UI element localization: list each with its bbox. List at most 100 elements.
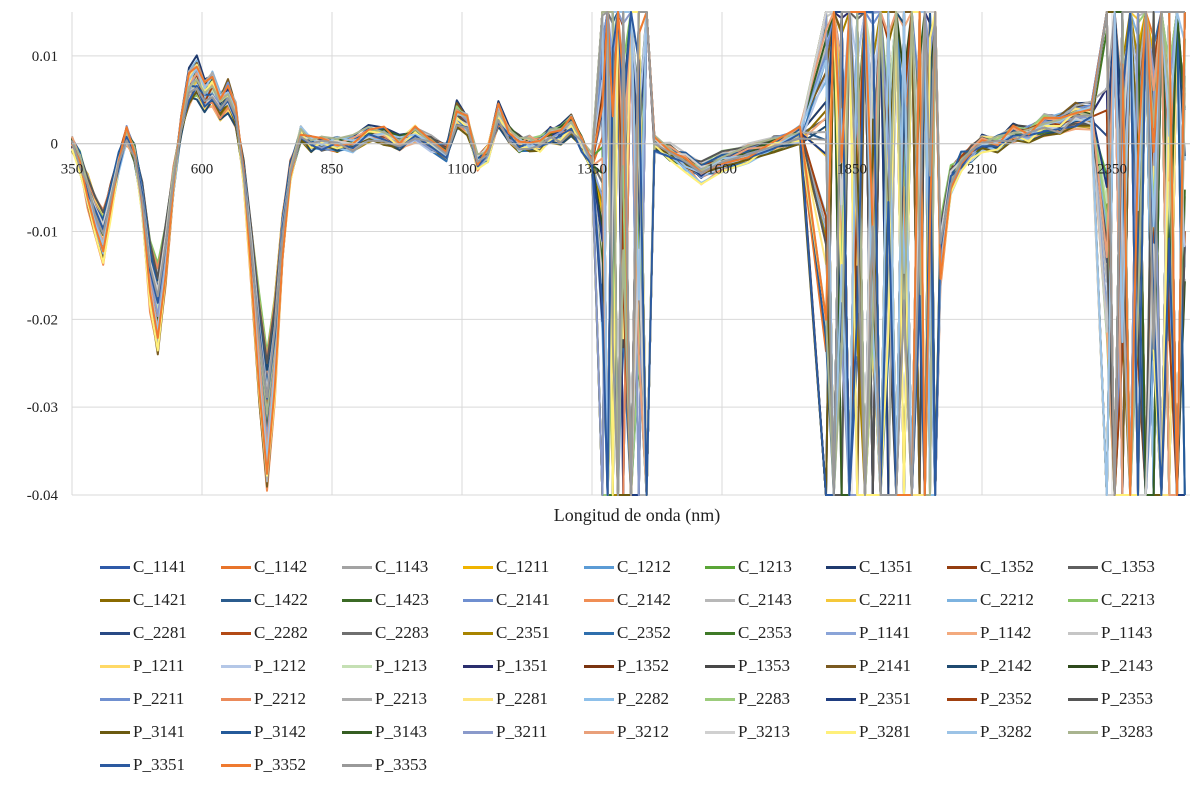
legend-label: P_2282: [617, 689, 669, 708]
x-tick-label: 850: [321, 162, 344, 178]
legend-swatch: [705, 598, 735, 602]
legend-item: P_2211: [100, 688, 184, 710]
legend-item: C_1141: [100, 556, 186, 578]
legend-item: P_3141: [100, 721, 185, 743]
series-line-P_3212: [71, 11, 1186, 496]
y-tick-label: -0.01: [27, 225, 58, 241]
legend-swatch: [947, 664, 977, 668]
legend-item: P_3353: [342, 754, 427, 776]
legend-label: C_2142: [617, 590, 671, 609]
y-tick-label: -0.03: [27, 400, 58, 416]
legend-label: C_2212: [980, 590, 1034, 609]
legend-label: P_1352: [617, 656, 669, 675]
legend-label: P_1353: [738, 656, 790, 675]
legend-item: P_1352: [584, 655, 669, 677]
legend-item: P_3282: [947, 721, 1032, 743]
legend-label: C_1142: [254, 557, 308, 576]
legend-item: P_3351: [100, 754, 185, 776]
legend-swatch: [1068, 730, 1098, 734]
legend-label: P_1351: [496, 656, 548, 675]
legend-label: P_3141: [133, 722, 185, 741]
legend-label: P_3213: [738, 722, 790, 741]
legend-swatch: [221, 664, 251, 668]
legend-label: C_1212: [617, 557, 671, 576]
legend-swatch: [826, 730, 856, 734]
legend-item: P_3142: [221, 721, 306, 743]
legend-label: C_1141: [133, 557, 187, 576]
legend-swatch: [826, 565, 856, 569]
legend-swatch: [100, 598, 130, 602]
x-tick-label: 1850: [837, 162, 867, 178]
legend-swatch: [705, 565, 735, 569]
legend-item: P_1142: [947, 622, 1031, 644]
legend-swatch: [584, 598, 614, 602]
legend-item: P_3143: [342, 721, 427, 743]
legend-swatch: [100, 565, 130, 569]
legend-swatch: [1068, 664, 1098, 668]
legend-swatch: [1068, 598, 1098, 602]
legend-swatch: [100, 697, 130, 701]
legend-swatch: [705, 631, 735, 635]
legend-swatch: [463, 598, 493, 602]
legend-label: P_3352: [254, 755, 306, 774]
legend-item: C_1142: [221, 556, 307, 578]
legend-swatch: [1068, 631, 1098, 635]
x-tick-label: 2350: [1097, 162, 1127, 178]
x-tick-label: 1600: [707, 162, 737, 178]
legend-swatch: [826, 598, 856, 602]
legend-swatch: [463, 730, 493, 734]
legend-swatch: [221, 697, 251, 701]
legend-item: C_2211: [826, 589, 912, 611]
legend-swatch: [221, 631, 251, 635]
legend-swatch: [221, 598, 251, 602]
legend-swatch: [100, 664, 130, 668]
legend-item: P_3281: [826, 721, 911, 743]
legend-swatch: [1068, 697, 1098, 701]
x-tick-label: 600: [191, 162, 214, 178]
legend-item: P_2283: [705, 688, 790, 710]
legend-swatch: [705, 730, 735, 734]
legend-label: C_1211: [496, 557, 550, 576]
legend-label: P_1143: [1101, 623, 1153, 642]
legend-item: C_2213: [1068, 589, 1155, 611]
legend-label: P_2142: [980, 656, 1032, 675]
legend-label: P_2143: [1101, 656, 1153, 675]
legend-label: P_2141: [859, 656, 911, 675]
legend-label: P_2281: [496, 689, 548, 708]
legend-label: C_2353: [738, 623, 792, 642]
legend-item: P_1141: [826, 622, 910, 644]
legend-swatch: [584, 697, 614, 701]
legend-item: P_1211: [100, 655, 184, 677]
legend-item: P_2281: [463, 688, 548, 710]
legend-item: P_1143: [1068, 622, 1152, 644]
x-tick-label: 350: [61, 162, 84, 178]
legend-item: P_3283: [1068, 721, 1153, 743]
legend-item: C_1422: [221, 589, 308, 611]
legend-label: P_2213: [375, 689, 427, 708]
legend-swatch: [342, 631, 372, 635]
legend-label: P_3212: [617, 722, 669, 741]
legend-swatch: [705, 697, 735, 701]
legend-item: C_2142: [584, 589, 671, 611]
legend-item: C_1352: [947, 556, 1034, 578]
legend-item: P_2143: [1068, 655, 1153, 677]
legend-label: P_1212: [254, 656, 306, 675]
legend-label: C_2141: [496, 590, 550, 609]
legend-label: P_3282: [980, 722, 1032, 741]
legend-swatch: [100, 730, 130, 734]
legend-swatch: [342, 763, 372, 767]
legend-label: P_3283: [1101, 722, 1153, 741]
legend-item: P_2353: [1068, 688, 1153, 710]
legend-swatch: [947, 697, 977, 701]
legend-swatch: [221, 730, 251, 734]
legend-label: C_1421: [133, 590, 187, 609]
legend-swatch: [826, 697, 856, 701]
legend-label: P_2352: [980, 689, 1032, 708]
legend-label: C_2211: [859, 590, 913, 609]
legend-item: C_1143: [342, 556, 428, 578]
legend-label: P_3211: [496, 722, 548, 741]
legend-item: C_2352: [584, 622, 671, 644]
legend-label: C_2143: [738, 590, 792, 609]
legend-label: C_1423: [375, 590, 429, 609]
legend-item: P_2142: [947, 655, 1032, 677]
